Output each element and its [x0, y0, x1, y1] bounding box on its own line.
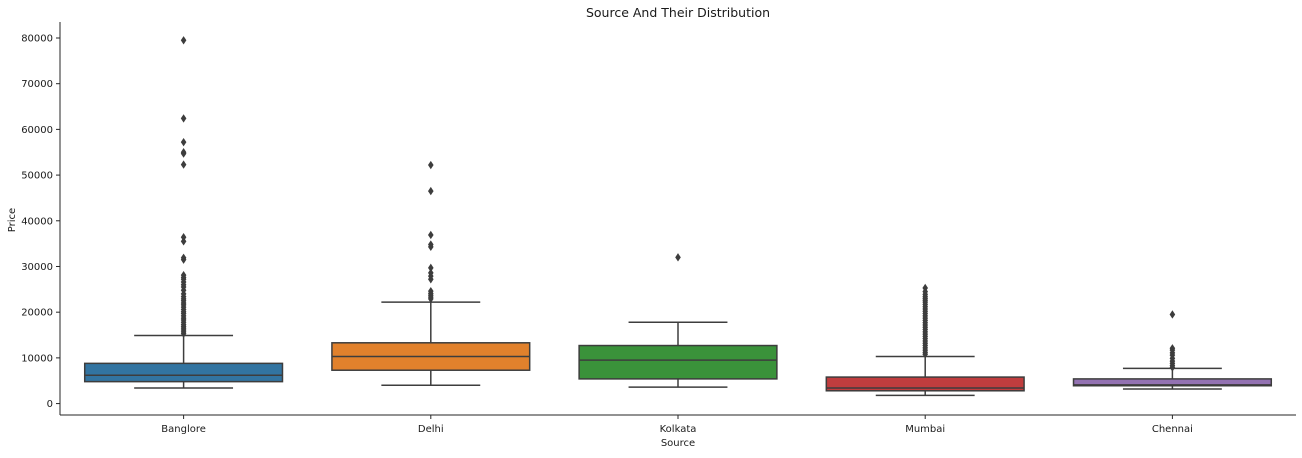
iqr-box: [1072, 378, 1273, 387]
outlier-point: [1169, 310, 1176, 319]
outlier-point: [428, 160, 434, 170]
box-kolkata: [578, 253, 778, 388]
outlier-point: [428, 263, 434, 273]
outlier-point: [428, 294, 434, 304]
outlier-point: [180, 329, 187, 338]
box-mumbai: [825, 283, 1025, 397]
outlier-point: [922, 350, 928, 359]
box-chennai: [1072, 310, 1273, 390]
outlier-point: [180, 160, 187, 169]
outlier-point: [180, 237, 187, 246]
y-tick-label: 70000: [21, 79, 53, 90]
outlier-point: [180, 114, 187, 123]
outlier-point: [180, 36, 187, 45]
box-banglore: [83, 36, 284, 389]
outlier-point: [180, 137, 187, 147]
iqr-box: [83, 362, 284, 383]
y-tick-label: 60000: [21, 125, 53, 136]
y-tick-label: 0: [47, 399, 53, 410]
y-axis-label: Price: [7, 208, 18, 232]
iqr-box: [578, 344, 778, 380]
outlier-point: [428, 186, 434, 196]
x-ticks: Banglore Delhi Kolkata Mumbai Chennai: [161, 415, 1193, 435]
outlier-point: [428, 242, 434, 252]
y-tick-label: 10000: [21, 353, 53, 364]
x-axis-label: Source: [661, 438, 695, 449]
y-ticks: 0 10000 20000 30000 40000 50000 60000 70000 8000…: [21, 33, 60, 410]
y-tick-label: 30000: [21, 262, 53, 273]
y-tick-label: 50000: [21, 171, 53, 182]
boxes: [83, 36, 1273, 397]
x-tick-label: Mumbai: [905, 424, 945, 435]
x-tick-label: Banglore: [161, 424, 206, 435]
outlier-point: [675, 253, 681, 262]
y-tick-label: 40000: [21, 216, 53, 227]
x-tick-label: Kolkata: [660, 424, 697, 435]
outlier-point: [180, 149, 187, 158]
outlier-point: [180, 255, 187, 264]
x-tick-label: Delhi: [418, 424, 444, 435]
chart-title: Source And Their Distribution: [586, 5, 770, 20]
x-tick-label: Chennai: [1152, 424, 1193, 435]
outlier-point: [428, 230, 434, 240]
outlier-point: [428, 275, 434, 284]
box-delhi: [331, 160, 531, 387]
outlier-point: [1169, 363, 1176, 372]
y-tick-label: 20000: [21, 308, 53, 319]
y-tick-label: 80000: [21, 33, 53, 44]
